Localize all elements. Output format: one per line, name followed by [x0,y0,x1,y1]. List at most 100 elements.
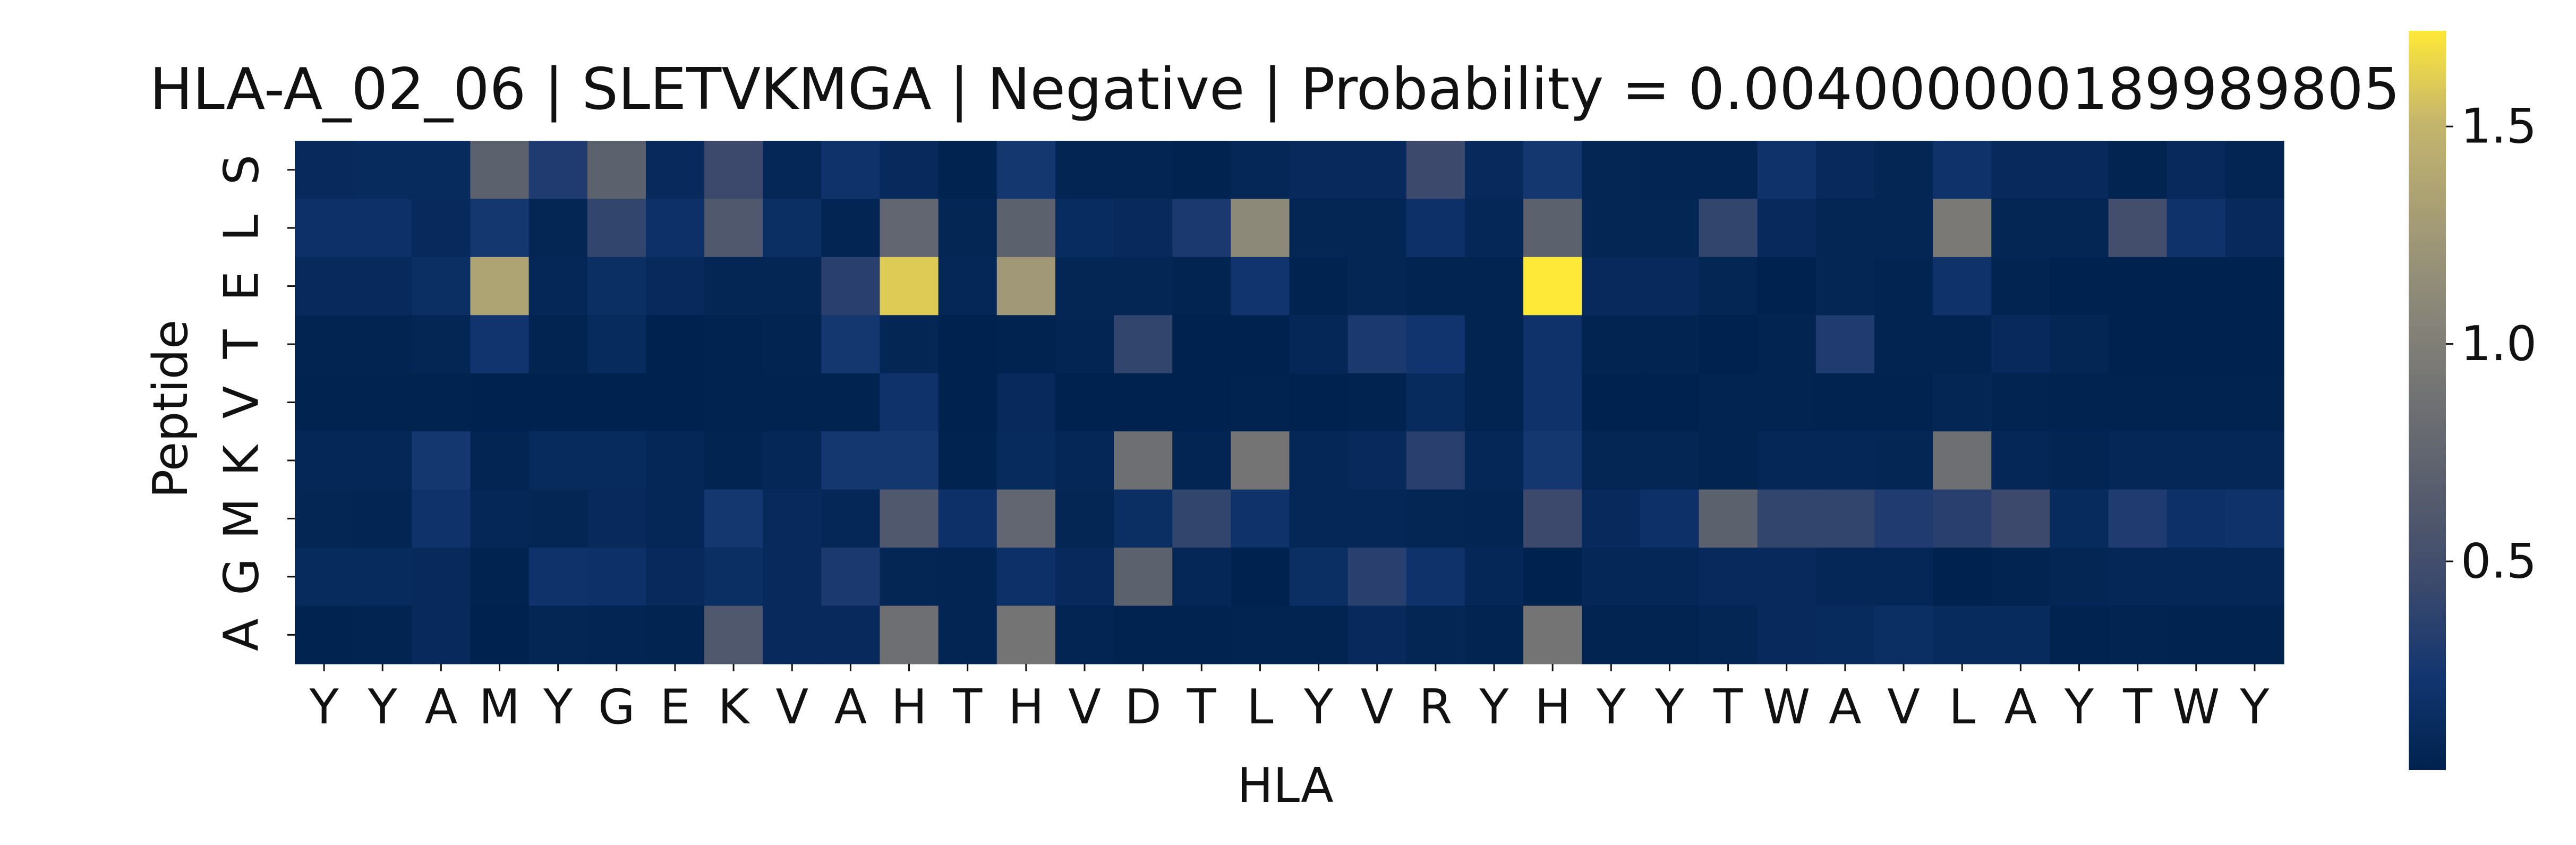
heatmap-cell [2225,489,2284,548]
heatmap-cell [1933,257,1992,315]
heatmap-cell [1582,373,1641,432]
heatmap-cell [528,141,588,200]
heatmap-cell [1523,199,1582,258]
heatmap-cell [1640,489,1700,548]
heatmap-cell [996,605,1056,664]
heatmap-cell [1991,257,2051,315]
heatmap-cell [1933,489,1992,548]
heatmap-cell [353,199,412,258]
heatmap-cell [1640,431,1700,490]
heatmap-cell [2225,431,2284,490]
x-tick-label: Y [368,679,398,735]
heatmap-cell [880,257,939,315]
heatmap-cell [996,315,1056,374]
heatmap-cell [2108,373,2168,432]
heatmap-cell [821,548,881,607]
heatmap-cell [412,257,471,315]
heatmap-cell [2108,141,2168,200]
heatmap-cell [528,315,588,374]
heatmap-cell [1172,315,1231,374]
x-tick-label: K [718,679,750,735]
x-tick-label: T [2122,679,2153,735]
heatmap-cell [1347,257,1407,315]
x-tick-label: A [1829,679,1862,735]
heatmap-cell [645,199,705,258]
y-tick-label: K [214,443,270,476]
heatmap-cell [1406,431,1465,490]
heatmap-cell [1464,141,1524,200]
heatmap-cell [1406,373,1465,432]
heatmap-cell [1933,431,1992,490]
heatmap-cell [1699,605,1758,664]
heatmap-cell [1523,489,1582,548]
heatmap-cell [645,257,705,315]
heatmap-cell [1933,141,1992,200]
heatmap-cell [645,373,705,432]
x-tick-label: Y [1654,679,1685,735]
heatmap-cell [1699,431,1758,490]
heatmap-cell [1172,373,1231,432]
heatmap-cell [1289,257,1349,315]
heatmap-cell [996,257,1056,315]
heatmap-cell [821,141,881,200]
heatmap-cell [1172,199,1231,258]
heatmap-cell [880,373,939,432]
heatmap-cell [295,141,354,200]
heatmap-cell [2108,489,2168,548]
heatmap-cell [2225,315,2284,374]
heatmap-cell [470,257,530,315]
heatmap-cell [1699,315,1758,374]
heatmap-cell [1114,489,1173,548]
heatmap-cell [1114,315,1173,374]
heatmap-cell [2108,315,2168,374]
heatmap-cell [587,431,646,490]
heatmap-cell [821,489,881,548]
colorbar-tick-label: 1.0 [2461,316,2537,372]
heatmap-cell [645,315,705,374]
heatmap-cell [470,431,530,490]
heatmap-cell [1231,489,1290,548]
heatmap-cell [704,373,763,432]
heatmap-cell [1347,315,1407,374]
heatmap-cell [587,605,646,664]
heatmap-cell [1464,257,1524,315]
heatmap-cell [1699,373,1758,432]
heatmap-cell [1991,489,2051,548]
heatmap-cell [2108,605,2168,664]
heatmap-cell [704,257,763,315]
heatmap-cell [1289,141,1349,200]
heatmap-cell [2108,548,2168,607]
heatmap-cell [1406,548,1465,607]
x-tick-label: Y [1479,679,1509,735]
heatmap-cell [528,257,588,315]
heatmap-cell [1640,373,1700,432]
y-tick-label: E [214,271,270,301]
heatmap-cell [2166,605,2226,664]
heatmap-cell [1815,373,1875,432]
heatmap-cell [1347,548,1407,607]
heatmap-cell [1464,605,1524,664]
heatmap-cell [587,199,646,258]
x-tick-label: V [1068,679,1101,735]
heatmap-cell [1991,431,2051,490]
heatmap-cell [763,431,822,490]
heatmap-cell [1640,257,1700,315]
heatmap-cell [1991,315,2051,374]
heatmap-cell [1231,199,1290,258]
heatmap-cell [1523,548,1582,607]
heatmap-cell [1289,373,1349,432]
heatmap-cell [645,489,705,548]
heatmap-cell [2166,431,2226,490]
heatmap-cell [2108,431,2168,490]
heatmap-cell [1055,489,1114,548]
heatmap-cell [1464,315,1524,374]
heatmap-cell [2050,548,2109,607]
heatmap-cell [2050,605,2109,664]
x-tick-label: A [834,679,867,735]
heatmap-cell [1055,431,1114,490]
heatmap-cell [1347,489,1407,548]
heatmap-cell [1640,199,1700,258]
heatmap-cell [880,315,939,374]
heatmap-cell [1231,605,1290,664]
